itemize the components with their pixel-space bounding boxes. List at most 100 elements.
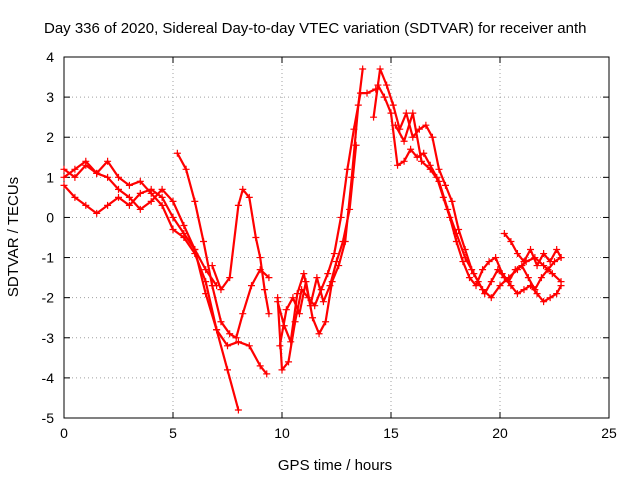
- data-point: [60, 173, 68, 181]
- data-point: [295, 310, 303, 318]
- x-tick-label: 5: [169, 425, 177, 441]
- satellite-track-11-line: [394, 112, 563, 299]
- data-point: [470, 270, 478, 278]
- y-axis-label: SDTVAR / TECUs: [5, 177, 22, 297]
- data-point: [400, 157, 408, 165]
- data-point: [485, 258, 493, 266]
- data-point: [346, 205, 354, 213]
- data-point: [315, 330, 323, 338]
- data-point: [104, 173, 112, 181]
- data-point: [459, 258, 467, 266]
- data-point: [415, 125, 423, 133]
- data-point: [420, 149, 428, 157]
- data-point: [492, 254, 500, 262]
- data-point: [287, 338, 295, 346]
- data-point: [169, 225, 177, 233]
- series-layer: [60, 65, 565, 414]
- data-point: [472, 282, 480, 290]
- data-point: [232, 334, 240, 342]
- data-point: [527, 246, 535, 254]
- satellite-track-12: [500, 229, 565, 270]
- y-tick-label: 2: [46, 129, 54, 145]
- data-point: [239, 185, 247, 193]
- data-point: [125, 201, 133, 209]
- data-point: [496, 282, 504, 290]
- data-point: [202, 290, 210, 298]
- data-point: [252, 234, 260, 241]
- data-point: [60, 181, 68, 189]
- y-tick-label: -2: [42, 290, 55, 306]
- data-point: [435, 177, 443, 185]
- data-point: [524, 274, 532, 282]
- data-point: [191, 197, 199, 205]
- data-point: [245, 193, 253, 201]
- data-point: [180, 221, 188, 229]
- data-point: [407, 145, 415, 153]
- data-point: [169, 213, 177, 221]
- data-point: [147, 197, 155, 205]
- data-point: [136, 177, 144, 185]
- data-point: [461, 254, 469, 262]
- data-point: [234, 338, 242, 346]
- data-point: [158, 193, 166, 201]
- data-point: [71, 193, 79, 201]
- data-point: [479, 266, 487, 274]
- data-point: [60, 165, 68, 173]
- y-tick-label: 3: [46, 89, 54, 105]
- data-point: [93, 169, 101, 177]
- data-point: [452, 229, 460, 237]
- data-point: [265, 310, 273, 318]
- data-point: [169, 197, 177, 205]
- data-point: [115, 185, 122, 193]
- y-tick-label: -4: [42, 370, 55, 386]
- satellite-track-8: [274, 141, 360, 346]
- data-point: [182, 165, 190, 173]
- data-point: [71, 173, 79, 181]
- data-point: [261, 286, 269, 294]
- data-point: [553, 290, 561, 298]
- data-point: [422, 121, 430, 129]
- data-point: [224, 366, 231, 374]
- data-point: [125, 181, 133, 189]
- data-point: [158, 201, 166, 209]
- data-point: [247, 282, 255, 290]
- data-point: [285, 358, 293, 366]
- data-point: [339, 238, 347, 246]
- data-point: [507, 238, 515, 246]
- data-point: [505, 274, 513, 282]
- data-point: [498, 270, 506, 278]
- data-point: [217, 286, 225, 294]
- data-point: [533, 262, 541, 270]
- satellite-track-4: [173, 149, 273, 342]
- data-point: [540, 250, 548, 258]
- satellite-track-3: [60, 157, 271, 378]
- data-point: [136, 205, 144, 213]
- data-point: [507, 282, 515, 290]
- data-point: [391, 121, 399, 129]
- data-point: [337, 213, 345, 221]
- x-tick-label: 10: [274, 425, 290, 441]
- data-point: [280, 322, 288, 330]
- data-point: [546, 294, 554, 302]
- y-tick-label: 1: [46, 169, 54, 185]
- data-point: [263, 370, 271, 378]
- data-point: [546, 258, 554, 266]
- y-tick-label: -3: [42, 330, 55, 346]
- data-point: [191, 246, 199, 254]
- data-point: [313, 274, 321, 282]
- data-point: [82, 201, 90, 209]
- data-point: [487, 278, 495, 286]
- data-point: [104, 157, 112, 165]
- data-point: [533, 290, 541, 298]
- data-point: [147, 185, 155, 193]
- satellite-track-12-line: [503, 232, 563, 267]
- data-point: [115, 193, 122, 201]
- data-point: [213, 326, 221, 334]
- data-point: [402, 109, 410, 117]
- data-point: [309, 314, 317, 322]
- data-point: [531, 286, 539, 294]
- data-point: [104, 201, 112, 209]
- data-point: [226, 274, 234, 282]
